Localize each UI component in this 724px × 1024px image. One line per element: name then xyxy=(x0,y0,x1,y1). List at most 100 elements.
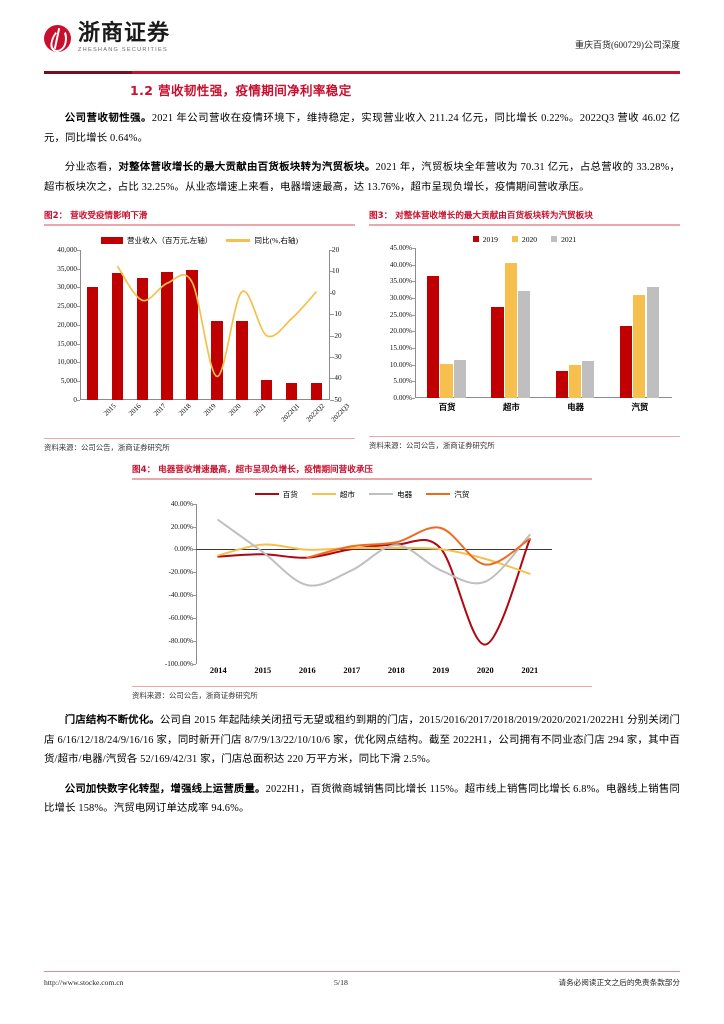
legend-label-2021: 2021 xyxy=(561,234,577,244)
figure-4-source-rule xyxy=(132,685,592,688)
figure-2-bar xyxy=(111,273,124,400)
figure-4: 图4： 电器营收增速最高，超市呈现负增长，疫情期间营收承压 百货 超市 电器 汽… xyxy=(132,463,592,701)
figure-4-y-axis xyxy=(196,503,197,664)
figure-4-x-tick-label: 2015 xyxy=(254,665,272,675)
figure-3-bar xyxy=(453,359,466,398)
figure-2-y-tick xyxy=(76,268,80,270)
legend-item-2020: 2020 xyxy=(511,235,537,244)
figure-4-x-tick-label: 2014 xyxy=(209,665,227,675)
legend-item-supermarket: 超市 xyxy=(311,489,355,500)
figure-4-legend: 百货 超市 电器 汽贸 xyxy=(132,484,592,502)
paragraph-4-text: 2022H1，百货微商城销售同比增长 115%。超市线上销售同比增长 6.8%。… xyxy=(44,783,680,815)
figure-3-x-tick-label: 超市 xyxy=(503,402,520,412)
figure-2-y-tick xyxy=(76,399,80,401)
legend-item-revenue: 营业收入（百万元,左轴） xyxy=(100,235,212,246)
figure-row-top: 图2： 营收受疫情影响下滑 营业收入（百万元,左轴） 同比(%,右轴) 0 5,0… xyxy=(44,209,680,453)
figure-2-legend: 营业收入（百万元,左轴） 同比(%,右轴) xyxy=(44,230,355,248)
figure-3-bar xyxy=(568,364,582,398)
figure-2-y2-tick-label: -20 xyxy=(332,331,342,340)
figure-3-y-tick-label: 20.00% xyxy=(389,327,412,336)
figure-4-line-电器 xyxy=(217,518,531,587)
paragraph-3-text: 公司自 2015 年起陆续关闭扭亏无望或租约到期的门店，2015/2016/20… xyxy=(44,715,680,766)
figure-4-line-超市 xyxy=(217,543,531,575)
figure-3-y-tick-label: 30.00% xyxy=(389,293,412,302)
figure-2-x-tick-label: 2016 xyxy=(127,401,144,418)
figure-2-bar xyxy=(236,320,248,400)
figure-3-bar xyxy=(491,306,504,398)
figure-3-source-rule xyxy=(369,435,680,438)
figure-4-y-tick-label: -20.00% xyxy=(168,568,193,577)
figure-2-x-tick-label: 2017 xyxy=(152,401,168,418)
figure-3-x-tick-label: 百货 xyxy=(438,402,456,412)
figure-2-y-tick xyxy=(76,324,80,326)
page-footer: http://www.stocke.com.cn 5/18 请务必阅读正文之后的… xyxy=(44,970,680,988)
zheshang-logo-icon xyxy=(44,25,71,53)
figure-2-y2-tick xyxy=(330,399,334,401)
figure-2: 图2： 营收受疫情影响下滑 营业收入（百万元,左轴） 同比(%,右轴) 0 5,0… xyxy=(44,209,355,453)
figure-4-y-tick-label: -40.00% xyxy=(168,591,193,600)
footer-url[interactable]: http://www.stocke.com.cn xyxy=(44,978,124,987)
figure-4-y-tick xyxy=(192,549,196,551)
figure-4-plot: -100.00% -80.00% -60.00% -40.00% -20.00% 0.00… xyxy=(165,500,552,668)
figure-2-yoy-line xyxy=(116,265,318,378)
figure-4-x-tick-label: 2020 xyxy=(476,665,494,675)
figure-2-x-tick-label: 2021 xyxy=(251,401,268,418)
figure-2-y2-tick-label: 20 xyxy=(332,245,340,254)
figure-3-y-tick xyxy=(411,397,415,399)
figure-3-legend: 2019 2020 2021 xyxy=(369,230,680,246)
legend-swatch-appliance-icon xyxy=(369,493,393,496)
footer-rule xyxy=(44,970,680,972)
paragraph-revenue-resilience: 公司营收韧性强。2021 年公司营收在疫情环境下，维持稳定，实现营业收入 211… xyxy=(44,109,680,148)
figure-4-y-tick-label: -60.00% xyxy=(168,614,193,623)
figure-3-bar xyxy=(504,263,517,398)
legend-swatch-2019-icon xyxy=(472,236,479,243)
figure-2-x-labels: 2015 2016 2017 2018 2019 2020 2021 2022Q1 2022Q2… xyxy=(80,400,351,436)
header-report-label: 重庆百货(600729)公司深度 xyxy=(575,40,680,50)
figure-4-caption: 图4： 电器营收增速最高，超市呈现负增长，疫情期间营收承压 xyxy=(132,465,374,476)
figure-3-x-tick-label: 电器 xyxy=(567,402,584,412)
figure-3-y-axis xyxy=(415,247,416,398)
figure-4-y-tick-label: -100.00% xyxy=(164,659,193,668)
figure-3-x-tick-label: 汽贸 xyxy=(631,402,649,412)
legend-swatch-revenue-icon xyxy=(100,236,123,244)
legend-label-auto-trade: 汽贸 xyxy=(454,489,470,499)
figure-2-y2-tick xyxy=(330,356,334,358)
figure-3-bar xyxy=(633,295,646,398)
figure-3-y-tick-label: 35.00% xyxy=(389,277,412,286)
footer-page-number: 5/18 xyxy=(334,978,348,987)
figure-2-y2-tick-label: -10 xyxy=(332,310,342,319)
figure-2-x-tick-label: 2015 xyxy=(102,401,119,418)
figure-3-y-tick xyxy=(411,314,415,316)
figure-4-y-tick-label: -80.00% xyxy=(168,636,193,645)
paragraph-4-lead: 公司加快数字化转型，增强线上运营质量。 xyxy=(64,783,266,795)
figure-4-line-汽贸 xyxy=(306,526,531,566)
brand-logo-text: 浙商证券 ZHESHANG SECURITIES xyxy=(78,23,170,54)
figure-2-y-tick-label: 30,000 xyxy=(57,283,77,292)
figure-3-plot: 0.00% 5.00% 10.00% 15.00% 20.00% 25.00% 30.00%… xyxy=(390,244,672,402)
figure-2-x-tick-label: 2020 xyxy=(227,401,243,418)
figure-3-y-tick xyxy=(411,281,415,283)
header-rule-accent xyxy=(44,71,132,74)
legend-swatch-2020-icon xyxy=(511,236,518,243)
figure-4-y-tick xyxy=(192,526,196,528)
figure-2-bar xyxy=(310,382,323,400)
figure-3: 图3： 对整体营收增长的最大贡献由百货板块转为汽贸板块 2019 2020 20… xyxy=(369,209,680,453)
figure-2-y2-tick xyxy=(330,249,334,251)
figure-4-y-tick xyxy=(192,663,196,665)
figure-4-x-tick-label: 2019 xyxy=(432,665,450,675)
paragraph-1-text: 2021 年公司营收在疫情环境下，维持稳定，实现营业收入 211.24 亿元，同… xyxy=(44,113,681,144)
figure-3-y-tick-label: 15.00% xyxy=(389,343,412,352)
figure-4-y-tick xyxy=(192,595,196,597)
figure-3-y-tick xyxy=(411,364,415,366)
figure-2-bar xyxy=(261,379,273,400)
figure-2-y-tick-label: 10,000 xyxy=(57,358,77,367)
paragraph-2-lead: 对整体营收增长的最大贡献由百货板块转为汽贸板块。 xyxy=(118,162,376,174)
figure-2-caption: 图2： 营收受疫情影响下滑 xyxy=(44,211,148,222)
figure-2-y-tick xyxy=(76,381,80,383)
figure-2-bar xyxy=(161,271,173,400)
figure-2-x-tick-label: 2022Q1 xyxy=(279,401,301,424)
figure-2-y2-tick xyxy=(330,314,334,316)
figure-3-y-tick xyxy=(411,264,415,266)
figure-4-y-tick-label: 40.00% xyxy=(170,499,193,508)
figure-2-x-tick-label: 2022Q2 xyxy=(304,401,326,424)
